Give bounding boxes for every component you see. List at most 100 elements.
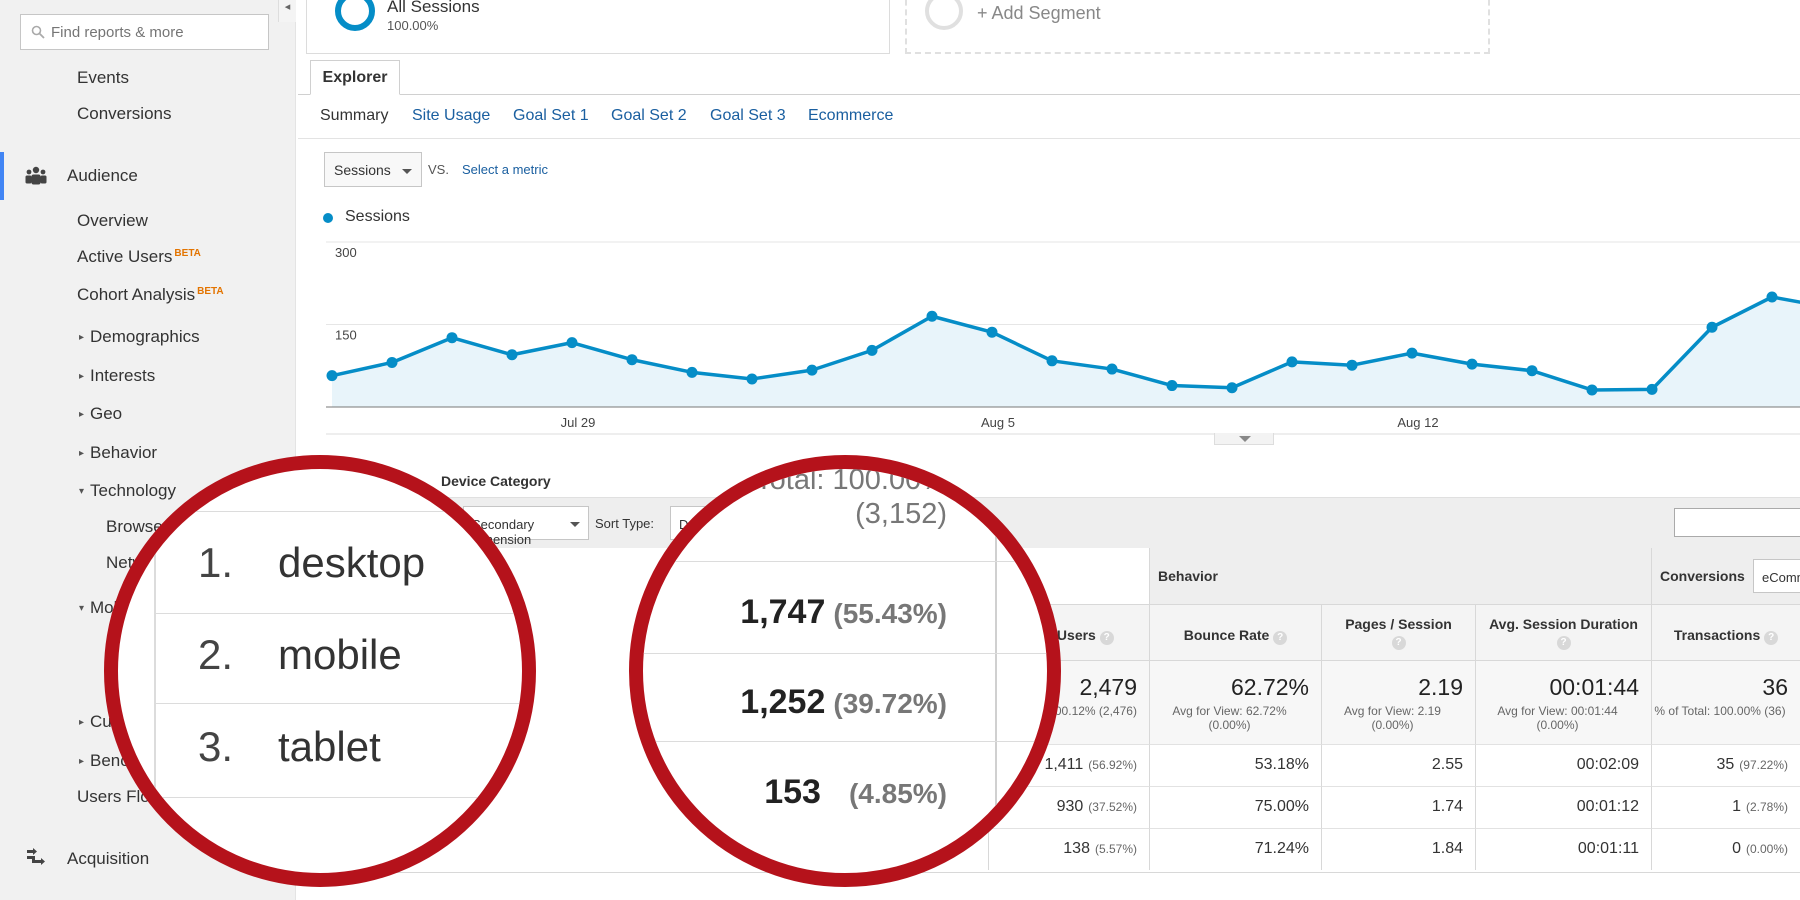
total-value: 00:01:44 — [1549, 674, 1639, 700]
total-value: 62.72% — [1230, 674, 1309, 700]
audience-icon — [25, 166, 47, 185]
sessions-legend-dot — [323, 213, 333, 223]
sessions-data-point — [1586, 384, 1598, 396]
sidebar-item-demographics[interactable]: ▸ Demographics — [79, 327, 200, 347]
cell-value: 35 — [1716, 756, 1735, 773]
table-row-tablet-avg-duration: 00:01:11 — [1475, 828, 1651, 870]
help-icon[interactable]: ? — [1273, 631, 1288, 645]
y-tick-label: 150 — [335, 328, 357, 343]
table-bottom-border — [296, 872, 1800, 873]
table-row-desktop-pages-session: 2.55 — [1321, 744, 1475, 786]
sidebar-item-audience[interactable]: Audience — [67, 166, 138, 186]
sessions-legend-label: Sessions — [345, 208, 410, 225]
table-row-tablet-bounce-rate: 71.24% — [1149, 828, 1321, 870]
help-icon[interactable]: ? — [1556, 636, 1571, 650]
total-bounce-rate: 62.72% Avg for View: 62.72% (0.00%) — [1149, 660, 1321, 744]
sessions-data-point — [506, 349, 518, 361]
conversions-dropdown[interactable]: eCommerce — [1753, 559, 1800, 593]
column-header-bounce-rate[interactable]: Bounce Rate ? — [1149, 604, 1321, 660]
sidebar-item-acquisition[interactable]: Acquisition — [67, 849, 149, 869]
sidebar-item-behavior[interactable]: ▸ Behavior — [79, 443, 157, 463]
callout-percent: (4.85%) — [848, 778, 947, 809]
sidebar-item-label: Audience — [67, 166, 138, 185]
chart-expander-handle[interactable] — [1214, 433, 1274, 445]
add-segment-ring-icon — [925, 0, 963, 30]
total-transactions: 36 % of Total: 100.00% (36) — [1651, 660, 1800, 744]
column-header-transactions[interactable]: Transactions ? — [1651, 604, 1800, 660]
segment-card-all-sessions[interactable]: All Sessions 100.00% — [306, 0, 890, 54]
cell-percent: (37.52%) — [1088, 800, 1137, 814]
table-row-mobile-avg-duration: 00:01:12 — [1475, 786, 1651, 828]
total-subtext: Avg for View: 62.72% (0.00%) — [1172, 704, 1287, 732]
sort-type-label: Sort Type: — [595, 516, 655, 531]
table-row-desktop-avg-duration: 00:02:09 — [1475, 744, 1651, 786]
sidebar-item-label: Conversions — [77, 104, 172, 123]
table-search-input[interactable] — [1674, 508, 1800, 537]
sidebar-item-active-users[interactable]: Active Users BETA — [77, 247, 201, 267]
callout-rank: 2. — [198, 631, 234, 678]
subtab-summary[interactable]: Summary — [320, 107, 389, 124]
total-subtext: Avg for View: 00:01:44 (0.00%) — [1497, 704, 1618, 732]
subtab-goal-set-3[interactable]: Goal Set 3 — [710, 107, 786, 124]
subtab-goal-set-1[interactable]: Goal Set 1 — [513, 107, 589, 124]
column-header-label: Bounce Rate — [1183, 627, 1270, 643]
column-header-avg-session-duration[interactable]: Avg. Session Duration? — [1475, 604, 1651, 660]
beta-badge: BETA — [174, 248, 201, 259]
x-tick-label: Jul 29 — [561, 415, 596, 430]
column-header-label: Pages / Session — [1345, 616, 1452, 632]
help-icon[interactable]: ? — [1099, 631, 1114, 645]
collapse-sidebar-icon[interactable]: ◂ — [278, 0, 296, 22]
callout-row-divider — [643, 741, 1047, 742]
cell-percent: (5.57%) — [1094, 842, 1137, 856]
sessions-data-point — [446, 332, 458, 344]
metric-dropdown[interactable]: Sessions — [324, 152, 422, 187]
segment-ring-icon — [335, 0, 375, 31]
table-row-mobile-transactions: 1 (2.78%) — [1651, 786, 1800, 828]
segment-name: All Sessions — [387, 0, 480, 16]
sidebar-item-overview[interactable]: Overview — [77, 211, 148, 231]
sessions-chart: 150 300 Jul 29 Aug 5 Aug 12 — [326, 241, 1800, 435]
search-box[interactable] — [20, 14, 269, 50]
sidebar-item-technology[interactable]: ▾ Technology — [79, 481, 176, 501]
sidebar-item-conversions[interactable]: Conversions — [77, 104, 172, 124]
add-segment-button[interactable]: + Add Segment — [905, 0, 1490, 54]
sidebar-item-events[interactable]: Events — [77, 68, 129, 88]
cell-value: 0 — [1732, 840, 1741, 857]
subtabs-divider — [298, 138, 1800, 139]
cell-value: 1 — [1732, 798, 1741, 815]
expand-arrow-icon: ▸ — [79, 332, 85, 343]
sidebar-item-label: Acquisition — [67, 849, 150, 868]
callout-device-tablet: tablet — [278, 723, 381, 770]
help-icon[interactable]: ? — [1764, 631, 1779, 645]
sessions-data-point — [1166, 380, 1178, 392]
subtab-ecommerce[interactable]: Ecommerce — [808, 107, 894, 124]
callout-value: 1,747 — [740, 593, 826, 631]
callout-rank: 1. — [198, 539, 234, 586]
cell-value: 930 — [1056, 798, 1084, 815]
sessions-data-point — [806, 364, 818, 376]
column-header-pages-session[interactable]: Pages / Session? — [1321, 604, 1475, 660]
table-row-tablet-new-users: 138 (5.57%) — [988, 828, 1149, 870]
sessions-data-point — [926, 310, 938, 322]
sidebar-item-interests[interactable]: ▸ Interests — [79, 366, 155, 386]
group-header-label: Behavior — [1158, 568, 1218, 584]
search-input[interactable] — [51, 21, 261, 43]
expand-arrow-icon: ▸ — [79, 409, 85, 420]
tab-explorer[interactable]: Explorer — [310, 60, 400, 95]
subtab-site-usage[interactable]: Site Usage — [412, 107, 491, 124]
callout-percent: (55.43%) — [833, 598, 947, 629]
cell-value: 1,411 — [1044, 756, 1084, 773]
sessions-data-point — [386, 356, 398, 368]
metric-dropdown-value: Sessions — [334, 162, 391, 178]
primary-dimension-label[interactable]: Device Category — [441, 473, 551, 489]
subtab-goal-set-2[interactable]: Goal Set 2 — [611, 107, 687, 124]
sidebar-item-cohort-analysis[interactable]: Cohort Analysis BETA — [77, 285, 224, 305]
total-value: 36 — [1762, 674, 1788, 700]
callout-rank: 3. — [198, 723, 234, 770]
sessions-data-point — [326, 370, 338, 382]
help-icon[interactable]: ? — [1391, 636, 1406, 650]
select-metric-link[interactable]: Select a metric — [462, 162, 548, 177]
sidebar-item-geo[interactable]: ▸ Geo — [79, 404, 122, 424]
callout-column-divider — [995, 469, 997, 873]
search-icon — [31, 25, 45, 39]
